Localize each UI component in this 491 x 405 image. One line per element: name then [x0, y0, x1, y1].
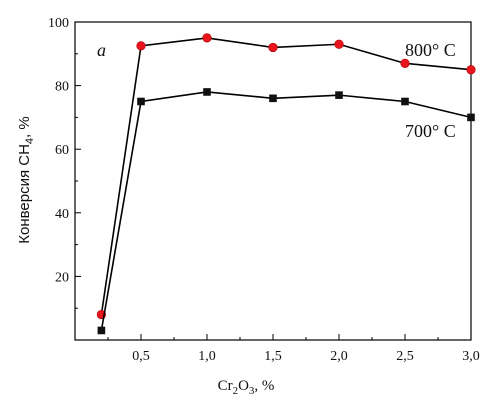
x-tick-label: 0,5: [132, 349, 150, 364]
series-line-800: [100, 37, 472, 315]
axis-ticks: 20 40 60 80 100 0,5 1,0 1,5 2,0 2,5 3,0: [48, 16, 480, 364]
y-tick-label: 20: [55, 270, 69, 285]
data-point-800: [400, 58, 410, 68]
y-tick-label: 60: [55, 143, 69, 158]
y-axis-label: Конверсия CH4, %: [16, 116, 36, 244]
x-tick-label: 1,0: [198, 349, 216, 364]
data-point-800: [268, 42, 278, 53]
x-tick-label: 2,0: [330, 349, 348, 364]
data-point-700: [269, 94, 277, 103]
data-point-800: [136, 41, 146, 51]
data-point-700: [137, 97, 145, 106]
plot-frame: [74, 21, 472, 341]
panel-label: a: [97, 40, 106, 60]
data-point-700: [97, 326, 106, 335]
x-axis-label: Cr2O3, %: [218, 378, 275, 397]
plot-border: [74, 21, 472, 341]
series-layer: [96, 33, 476, 335]
data-point-700: [203, 88, 211, 96]
series-label-800: 800° C: [405, 40, 456, 60]
data-point-700: [401, 97, 409, 106]
data-point-700: [335, 91, 343, 99]
y-tick-label: 80: [55, 80, 69, 95]
y-tick-label: 100: [48, 16, 69, 31]
series-label-700: 700° C: [405, 121, 456, 141]
data-point-800: [202, 33, 212, 43]
data-point-700: [467, 113, 475, 122]
y-tick-label: 40: [55, 207, 69, 222]
data-point-800: [466, 65, 476, 75]
x-tick-label: 1,5: [264, 349, 282, 364]
x-tick-label: 3,0: [462, 349, 480, 364]
data-point-800: [334, 39, 344, 49]
x-tick-label: 2,5: [396, 349, 414, 364]
